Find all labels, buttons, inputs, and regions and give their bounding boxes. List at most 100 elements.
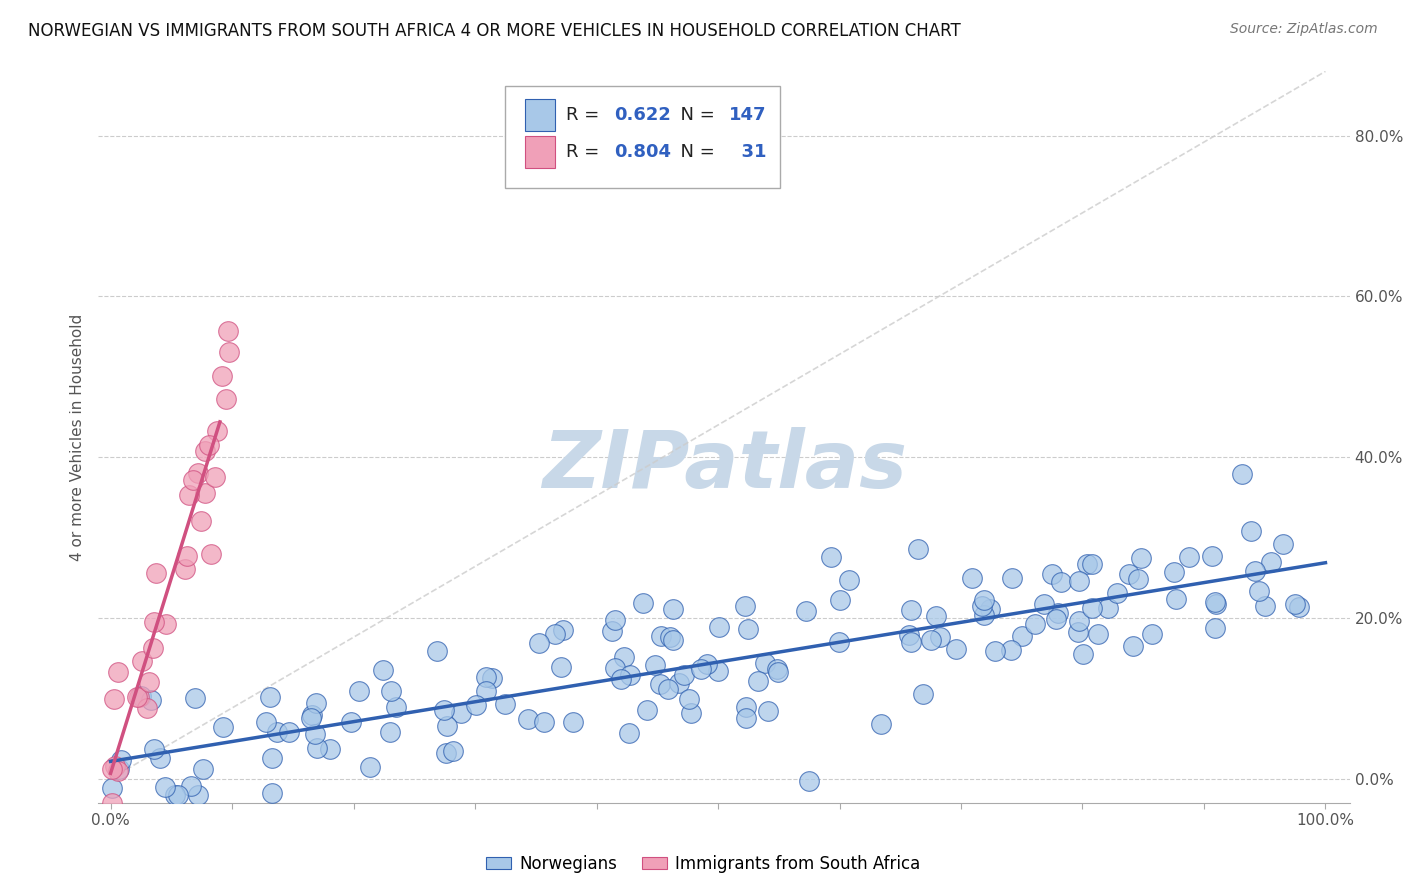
Point [434,746,457,760]
Point [648,677,671,691]
Text: N =: N = [669,143,714,161]
Point [1204,622,1226,636]
Point [920,632,942,647]
Point [1001,571,1024,585]
Point [1050,575,1073,590]
Point [1024,616,1046,631]
Point [562,714,585,729]
Point [339,714,361,729]
Point [494,698,516,712]
Point [436,719,458,733]
Point [603,661,626,675]
Point [1201,549,1223,563]
Point [211,720,233,734]
Point [266,725,288,739]
Point [820,549,842,564]
Text: 0.804: 0.804 [614,143,671,161]
Point [529,636,551,650]
Point [450,706,472,720]
Point [167,788,190,802]
Point [735,699,758,714]
Point [768,665,790,679]
Point [1204,595,1226,609]
Point [180,779,202,793]
Point [907,541,929,556]
Text: R =: R = [567,106,606,124]
Point [101,780,124,795]
Point [204,469,226,483]
Point [754,656,776,670]
Point [1288,600,1310,615]
Point [100,796,122,810]
Point [838,573,860,587]
Point [1087,627,1109,641]
Point [200,548,222,562]
Point [359,760,381,774]
Text: R =: R = [567,143,606,161]
Point [138,675,160,690]
Point [183,691,205,706]
Point [190,514,212,528]
Point [385,699,408,714]
Point [737,622,759,636]
Point [1130,551,1153,566]
Point [973,607,995,622]
Point [319,741,342,756]
Point [1271,537,1294,551]
Point [380,684,402,698]
Point [668,676,690,690]
Point [131,654,153,668]
Point [165,788,187,802]
Point [544,627,567,641]
Point [1067,614,1090,628]
Point [1081,557,1104,571]
Point [1011,629,1033,643]
Point [433,703,456,717]
Point [533,714,555,729]
Point [1247,584,1270,599]
Point [464,698,486,712]
Point [766,663,789,677]
Point [1047,607,1070,621]
Point [970,599,993,613]
Point [617,725,640,739]
Point [1230,467,1253,481]
Point [973,593,995,607]
FancyBboxPatch shape [524,136,555,168]
Point [187,788,209,802]
Point [104,759,127,773]
Point [262,786,284,800]
Point [426,644,449,658]
Point [305,740,328,755]
Point [217,324,239,338]
Point [662,632,685,647]
Point [1163,565,1185,579]
Point [100,762,122,776]
Point [1140,627,1163,641]
Point [1067,625,1090,640]
Point [696,657,718,672]
Text: 31: 31 [730,143,766,161]
Point [205,424,228,438]
Point [142,640,165,655]
Point [979,602,1001,616]
Point [912,687,935,701]
Point [304,727,326,741]
Point [631,596,654,610]
Point [107,665,129,680]
Point [177,488,200,502]
Point [259,690,281,704]
Point [830,592,852,607]
FancyBboxPatch shape [505,86,780,188]
Point [689,662,711,676]
Point [380,724,402,739]
Point [673,668,696,682]
Point [610,672,633,686]
Point [1254,599,1277,613]
Point [1240,524,1263,538]
Point [475,670,498,684]
Point [135,701,157,715]
Point [797,773,820,788]
Point [1076,558,1098,572]
Point [441,744,464,758]
